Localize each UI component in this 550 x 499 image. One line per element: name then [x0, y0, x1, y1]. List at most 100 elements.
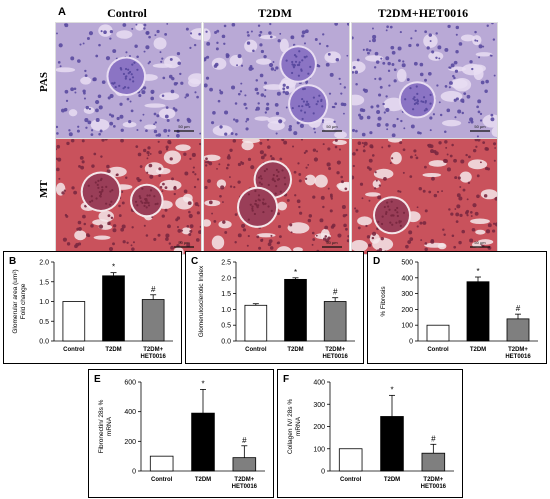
nucleus	[460, 159, 465, 164]
chart-panel-c: C 0.0 0.5 1.0 1.5 2.0 2.5 Glomerulosclerotic In…	[185, 251, 364, 364]
glomerular-nucleus	[256, 204, 259, 208]
glomerular-nucleus	[302, 88, 305, 91]
nucleus	[298, 179, 302, 183]
nucleus	[196, 211, 200, 215]
nucleus	[371, 231, 377, 236]
nucleus	[240, 161, 243, 164]
nucleus	[374, 171, 377, 174]
nucleus	[380, 57, 383, 60]
nucleus	[282, 90, 286, 94]
nucleus	[156, 114, 160, 118]
nucleus	[391, 50, 396, 55]
nucleus	[276, 241, 280, 245]
nucleus	[210, 121, 215, 125]
nucleus	[416, 43, 420, 47]
nucleus	[224, 132, 228, 136]
nucleus	[324, 235, 328, 238]
micrograph-mt-t2dm: 50 µm	[203, 138, 350, 255]
nucleus	[385, 123, 389, 127]
tubule-lumen	[287, 222, 310, 234]
nucleus	[378, 93, 382, 97]
glomerular-nucleus	[274, 192, 277, 195]
glomerular-nucleus	[148, 194, 151, 197]
nucleus	[84, 118, 89, 123]
tubule-lumen	[459, 171, 472, 183]
nucleus	[371, 27, 374, 30]
nucleus	[327, 52, 331, 56]
nucleus	[80, 165, 85, 170]
nucleus	[160, 60, 163, 63]
tubule-lumen	[475, 229, 486, 235]
nucleus	[491, 229, 496, 233]
nucleus	[333, 120, 336, 123]
nucleus	[340, 92, 343, 95]
nucleus	[355, 148, 359, 152]
nucleus	[422, 189, 426, 193]
glomerular-nucleus	[97, 179, 100, 182]
nucleus	[184, 96, 187, 99]
bar-t2dm	[191, 412, 215, 472]
nucleus	[263, 95, 267, 98]
glomerular-nucleus	[251, 205, 254, 208]
nucleus	[405, 244, 409, 249]
nucleus	[277, 212, 280, 216]
nucleus	[269, 35, 273, 39]
nucleus	[189, 46, 192, 49]
tubule-lumen	[357, 216, 372, 226]
chart-panel-d: D 0 100 200 300 400 500 % Fibrosis Control * T2DM #…	[367, 251, 547, 364]
tubule-lumen	[352, 94, 365, 106]
panel-letter-f: F	[283, 374, 289, 385]
glomerular-nucleus	[131, 76, 135, 79]
y-tick-label: 200	[124, 439, 136, 446]
nucleus	[390, 45, 395, 50]
nucleus	[192, 166, 195, 169]
nucleus	[288, 125, 292, 129]
nucleus	[430, 149, 434, 154]
glomerular-nucleus	[291, 60, 294, 64]
tubule-lumen	[428, 160, 447, 167]
nucleus	[259, 43, 263, 47]
nucleus	[90, 129, 94, 132]
nucleus	[329, 193, 333, 197]
nucleus	[88, 107, 91, 110]
nucleus	[156, 29, 160, 34]
nucleus	[431, 50, 435, 54]
nucleus	[434, 151, 439, 156]
glomerular-nucleus	[301, 105, 304, 108]
glomerular-nucleus	[318, 94, 321, 97]
nucleus	[120, 139, 124, 143]
significance-marker: *	[476, 267, 479, 276]
nucleus	[249, 65, 253, 68]
nucleus	[242, 228, 247, 232]
nucleus	[314, 131, 317, 134]
bar-t2dm-het0016	[421, 452, 446, 472]
glomerular-nucleus	[309, 65, 312, 68]
nucleus	[131, 226, 134, 229]
nucleus	[386, 25, 389, 29]
nucleus	[146, 171, 149, 174]
y-tick-label: 2.5	[221, 260, 231, 267]
nucleus	[383, 177, 387, 181]
nucleus	[157, 140, 160, 143]
nucleus	[56, 125, 59, 129]
glomerular-nucleus	[303, 87, 306, 91]
nucleus	[290, 35, 295, 40]
nucleus	[297, 162, 300, 165]
y-tick-label: 300	[313, 402, 325, 409]
bar-control	[149, 455, 174, 472]
nucleus	[173, 186, 177, 191]
nucleus	[345, 227, 348, 231]
glomerular-nucleus	[296, 63, 299, 67]
nucleus	[260, 155, 265, 160]
nucleus	[303, 151, 306, 154]
nucleus	[442, 228, 445, 231]
nucleus	[95, 117, 100, 123]
nucleus	[164, 186, 168, 190]
glomerular-nucleus	[99, 178, 102, 182]
nucleus	[143, 148, 147, 153]
glomerular-nucleus	[425, 108, 428, 111]
nucleus	[361, 142, 364, 145]
nucleus	[209, 87, 213, 92]
glomerular-nucleus	[412, 97, 415, 100]
nucleus	[56, 167, 60, 172]
